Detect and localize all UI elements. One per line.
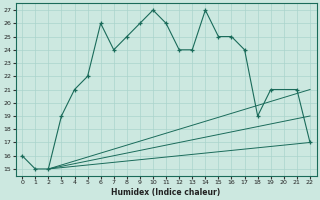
X-axis label: Humidex (Indice chaleur): Humidex (Indice chaleur) <box>111 188 221 197</box>
